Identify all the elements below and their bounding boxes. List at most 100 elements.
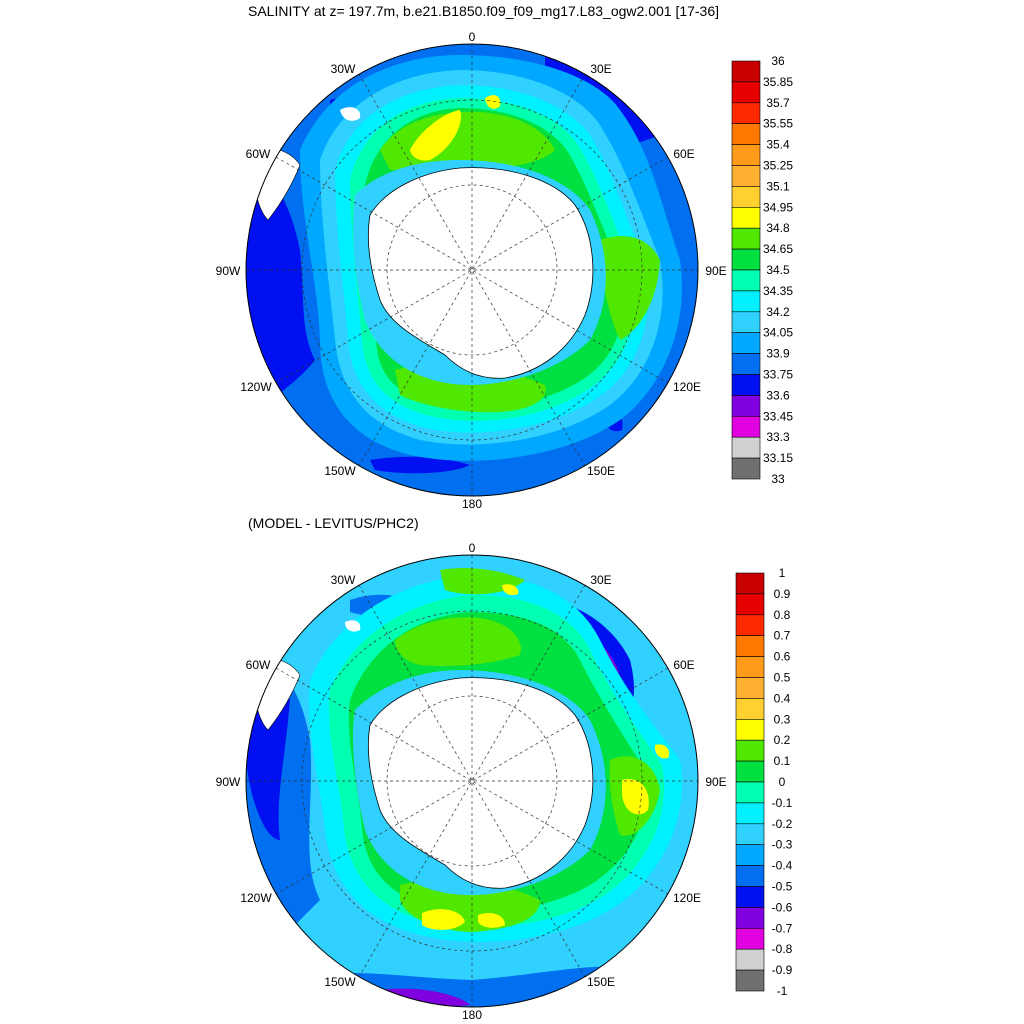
colorbar-swatch [735, 656, 765, 678]
colorbar-label: 0.7 [774, 629, 791, 643]
colorbar-label: 34.65 [763, 242, 793, 256]
colorbar-label: 33.45 [763, 409, 793, 423]
colorbar-label: 34.2 [766, 305, 790, 319]
colorbar-swatch [735, 739, 765, 762]
lon-label: 150E [587, 975, 615, 989]
colorbar-label: 36 [771, 54, 785, 68]
lon-label: 180 [462, 1008, 482, 1022]
colorbar-swatch [731, 123, 761, 145]
colorbar-swatch [735, 635, 765, 657]
lon-label: 60E [673, 658, 694, 672]
lon-label: 60E [673, 147, 694, 161]
colorbar-swatch [735, 969, 765, 992]
colorbar-swatch [731, 457, 761, 480]
colorbar-swatch [735, 948, 765, 971]
colorbar-swatch [731, 207, 761, 229]
colorbar-label: 33.15 [763, 451, 793, 465]
colorbar-swatch [735, 781, 765, 804]
colorbar-label: 35.85 [763, 75, 793, 89]
lon-label: 120E [673, 891, 701, 905]
lon-label: 120E [673, 380, 701, 394]
colorbar-swatch [735, 927, 765, 950]
lon-label: 30E [590, 62, 611, 76]
lon-label: 90E [705, 775, 726, 789]
lon-label: 180 [462, 497, 482, 511]
colorbar-label: 34.5 [766, 263, 790, 277]
colorbar-swatch [735, 698, 765, 720]
lon-label: 60W [246, 658, 271, 672]
colorbar-swatch [735, 865, 765, 887]
colorbar-label: -0.7 [772, 921, 793, 935]
colorbar-label: 35.7 [766, 96, 790, 110]
colorbar-swatch [735, 823, 765, 845]
colorbar-label: -0.2 [772, 817, 793, 831]
colorbar-label: 34.8 [766, 221, 790, 235]
salinity-difference-polar-map: 0 30E 60E 90E 120E 150E 180 150W 120W 90… [216, 541, 727, 1022]
colorbar-label: 33 [771, 472, 785, 486]
colorbar-swatch [731, 60, 761, 83]
colorbar-swatch [731, 374, 761, 396]
colorbar-label: -0.8 [772, 942, 793, 956]
colorbar-label: 35.25 [763, 159, 793, 173]
colorbar-label: 33.9 [766, 347, 790, 361]
colorbar-label: 0.6 [774, 650, 791, 664]
colorbar-swatch [735, 593, 765, 616]
colorbar-label: 0.3 [774, 712, 791, 726]
colorbar-label: 0.8 [774, 608, 791, 622]
colorbar-swatch [731, 165, 761, 187]
colorbar-label: 1 [779, 566, 786, 580]
colorbar-label: 34.05 [763, 326, 793, 340]
colorbar-label: -0.1 [772, 796, 793, 810]
lon-label: 90E [705, 264, 726, 278]
colorbar-swatch [731, 102, 761, 125]
colorbar-swatch [735, 886, 765, 908]
lon-label: 60W [246, 147, 271, 161]
colorbar-swatch [735, 907, 765, 929]
colorbar-label: 35.4 [766, 138, 790, 152]
lon-label: 150E [587, 464, 615, 478]
colorbar-label: 0.4 [774, 691, 791, 705]
colorbar-label: -0.4 [772, 859, 793, 873]
lon-label: 30E [590, 573, 611, 587]
lon-label: 150W [324, 975, 356, 989]
colorbar-difference: 1 0.9 0.8 0.7 0.6 0.5 0.4 0.3 0.2 0.1 0 -0.1 -0.2 -0.… [735, 566, 793, 998]
colorbar-label: 0 [779, 775, 786, 789]
colorbar-swatch [731, 81, 761, 104]
salinity-polar-map: 0 30E 60E 90E 120E 150E 180 150W 120W 90… [216, 30, 727, 511]
colorbar-label: -0.9 [772, 963, 793, 977]
colorbar-label: 35.1 [766, 179, 790, 193]
map-title-bottom: (MODEL - LEVITUS/PHC2) [248, 515, 419, 531]
colorbar-swatch [731, 248, 761, 271]
colorbar-swatch [731, 290, 761, 313]
colorbar-label: 0.9 [774, 587, 791, 601]
colorbar-label: 34.95 [763, 200, 793, 214]
lon-label: 30W [331, 62, 356, 76]
colorbar-swatch [731, 353, 761, 375]
map-title-top: SALINITY at z= 197.7m, b.e21.B1850.f09_f… [248, 3, 720, 19]
colorbar-swatch [731, 144, 761, 166]
lon-label: 120W [240, 891, 272, 905]
colorbar-swatch [735, 802, 765, 825]
lon-label: 90W [216, 264, 241, 278]
lon-label: 0 [469, 541, 476, 555]
colorbar-label: -1 [777, 984, 788, 998]
colorbar-label: 0.2 [774, 733, 791, 747]
colorbar-swatch [731, 311, 761, 333]
colorbar-salinity: 36 35.85 35.7 35.55 35.4 35.25 35.1 34.95 34.8 34… [731, 54, 793, 486]
colorbar-swatch [731, 269, 761, 292]
colorbar-label: 34.35 [763, 284, 793, 298]
colorbar-swatch [731, 415, 761, 438]
colorbar-swatch [735, 614, 765, 636]
colorbar-swatch [735, 718, 765, 741]
colorbar-swatch [731, 436, 761, 459]
lon-label: 90W [216, 775, 241, 789]
colorbar-swatch [731, 395, 761, 417]
colorbar-swatch [735, 760, 765, 783]
colorbar-label: -0.3 [772, 838, 793, 852]
colorbar-swatch [731, 332, 761, 354]
colorbar-swatch [731, 227, 761, 250]
colorbar-label: 33.75 [763, 368, 793, 382]
lon-label: 120W [240, 380, 272, 394]
colorbar-label: -0.6 [772, 900, 793, 914]
